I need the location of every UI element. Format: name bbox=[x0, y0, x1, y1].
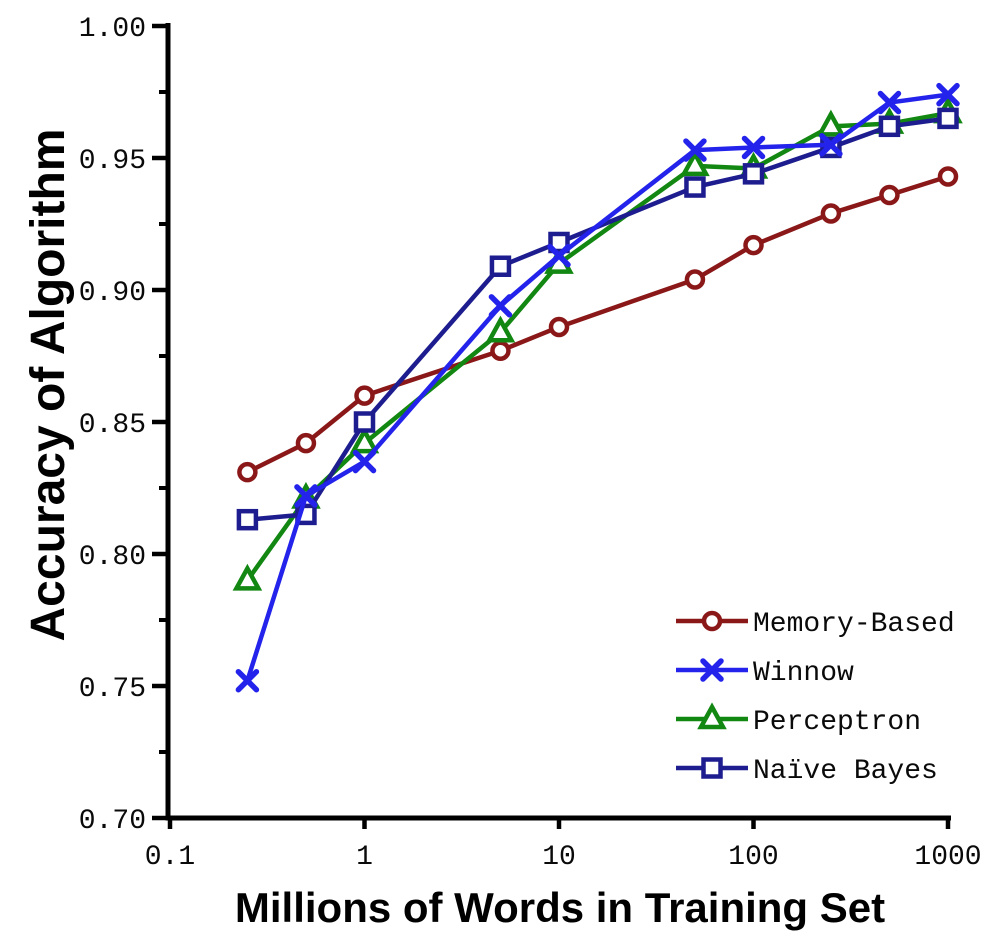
legend: Memory-Based Winnow Perceptron Naïve Bayes bbox=[676, 609, 955, 787]
x-marker bbox=[547, 243, 571, 268]
x-tick-label: 100 bbox=[728, 842, 778, 873]
circle-marker bbox=[548, 316, 570, 338]
x-tick-label: 1 bbox=[356, 842, 373, 873]
square-marker bbox=[684, 176, 706, 198]
circle-marker bbox=[490, 340, 511, 361]
triangle-marker bbox=[232, 563, 263, 591]
y-tick-label: 0.95 bbox=[79, 146, 146, 177]
square-marker bbox=[937, 107, 959, 130]
triangle-marker bbox=[349, 426, 380, 454]
legend-item-perceptron: Perceptron bbox=[676, 702, 921, 738]
x-marker bbox=[877, 90, 902, 115]
y-axis-title: Accuracy of Algorithm bbox=[22, 129, 75, 642]
legend-item-memory-based: Memory-Based bbox=[676, 609, 955, 640]
circle-marker bbox=[354, 385, 375, 406]
series-na-ve-bayes bbox=[236, 107, 959, 531]
triangle-marker bbox=[680, 149, 710, 177]
x-marker bbox=[936, 82, 960, 107]
series-winnow bbox=[235, 82, 960, 693]
x-tick-label: 1000 bbox=[914, 842, 981, 873]
circle-marker bbox=[820, 203, 842, 224]
series-layer bbox=[232, 82, 963, 693]
x-marker bbox=[741, 135, 766, 160]
y-tick-label: 0.80 bbox=[79, 542, 146, 573]
legend-label: Memory-Based bbox=[753, 609, 955, 640]
square-marker bbox=[353, 411, 376, 433]
legend-label: Winnow bbox=[753, 658, 854, 689]
square-marker bbox=[548, 231, 570, 254]
y-tick-label: 1.00 bbox=[79, 14, 146, 45]
x-marker bbox=[819, 133, 843, 157]
square-marker bbox=[878, 115, 901, 138]
y-tick-label: 0.85 bbox=[79, 410, 146, 441]
x-marker bbox=[683, 138, 707, 162]
circle-marker bbox=[743, 234, 764, 256]
circle-marker bbox=[879, 184, 900, 206]
x-marker bbox=[488, 294, 513, 318]
triangle-marker bbox=[485, 315, 516, 343]
square-marker bbox=[236, 508, 259, 531]
series-perceptron bbox=[232, 96, 963, 591]
series-line-winnow bbox=[245, 92, 951, 683]
series-memory-based bbox=[237, 166, 959, 483]
legend-label: Naïve Bayes bbox=[753, 756, 938, 787]
x-marker bbox=[700, 658, 724, 682]
circle-marker bbox=[237, 461, 258, 483]
x-marker bbox=[235, 668, 260, 693]
axes: 1.00 0.95 0.90 0.85 0.80 0.75 0.70 0.1 1 10 100 100… bbox=[79, 14, 982, 873]
legend-item-na-ve-bayes: Naïve Bayes bbox=[676, 756, 938, 787]
square-marker bbox=[701, 757, 723, 779]
legend-item-winnow: Winnow bbox=[676, 658, 854, 689]
x-marker bbox=[352, 449, 377, 474]
y-tick-label: 0.90 bbox=[79, 278, 146, 309]
square-marker bbox=[742, 163, 765, 185]
triangle-marker bbox=[816, 109, 846, 137]
x-marker bbox=[294, 484, 318, 508]
x-axis-title: Millions of Words in Training Set bbox=[235, 884, 885, 931]
square-marker bbox=[489, 255, 512, 277]
y-tick-label: 0.70 bbox=[79, 806, 146, 837]
circle-marker bbox=[684, 269, 706, 290]
series-line-na-ve-bayes bbox=[245, 116, 951, 522]
circle-marker bbox=[295, 432, 317, 454]
series-line-perceptron bbox=[245, 110, 951, 583]
circle-marker bbox=[937, 166, 959, 187]
triangle-marker bbox=[697, 702, 727, 730]
x-tick-label: 10 bbox=[542, 842, 576, 873]
legend-label: Perceptron bbox=[753, 707, 921, 738]
x-tick-label: 0.1 bbox=[145, 842, 195, 873]
series-line-memory-based bbox=[245, 174, 951, 475]
y-tick-label: 0.75 bbox=[79, 674, 146, 705]
circle-marker bbox=[701, 610, 723, 632]
